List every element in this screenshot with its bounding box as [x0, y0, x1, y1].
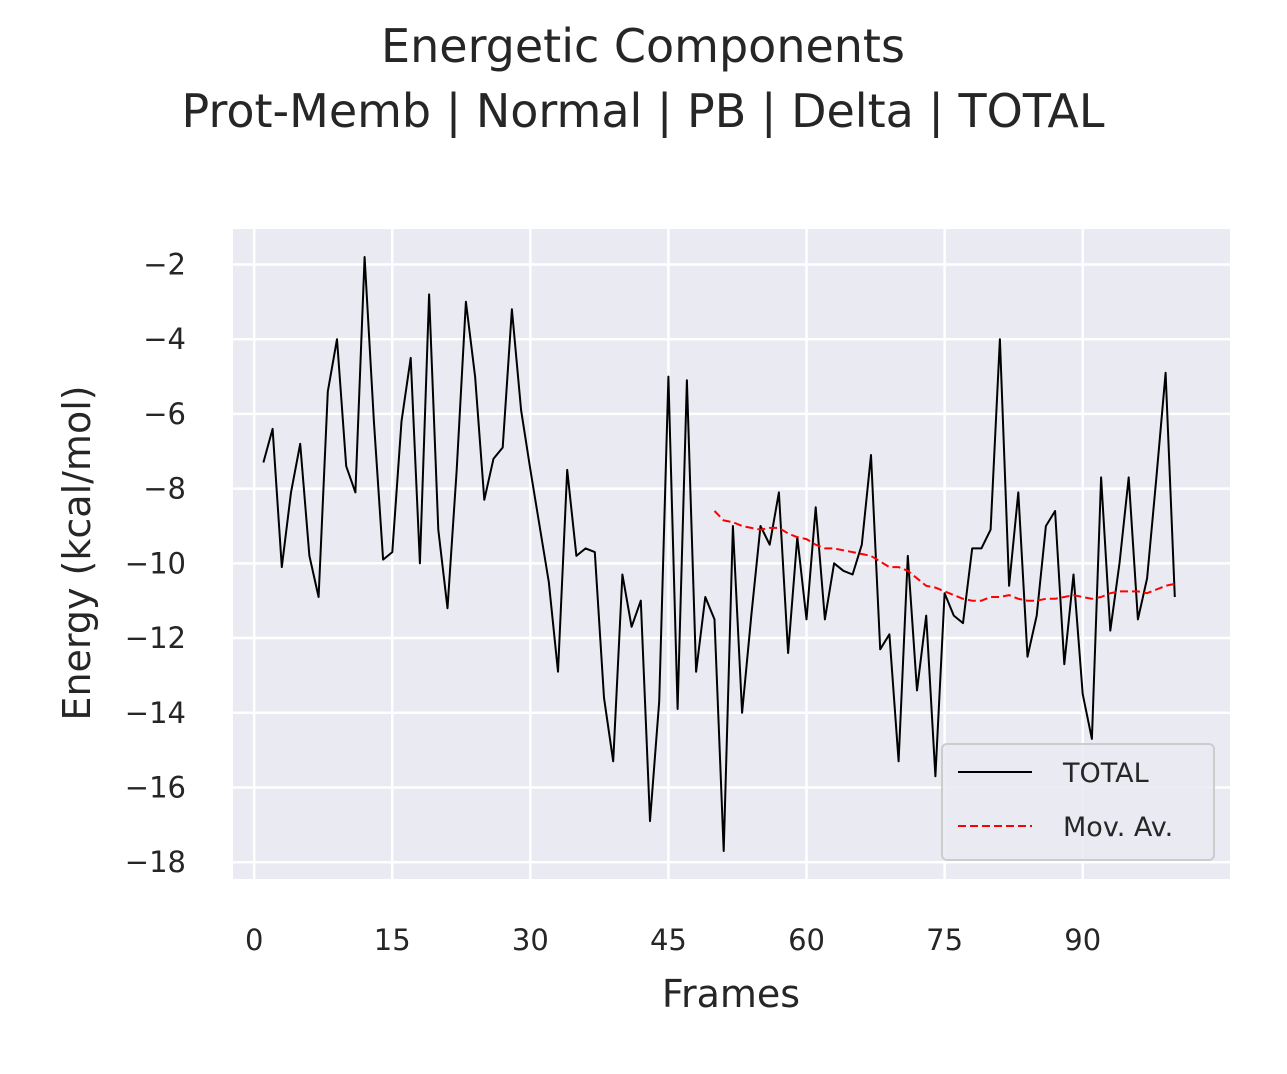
y-axis-label: Energy (kcal/mol): [55, 385, 99, 720]
x-tick-label: 90: [1064, 923, 1101, 957]
grid: [233, 229, 1230, 879]
series-line-total: [262, 256, 1176, 852]
y-tick-label: −12: [125, 621, 186, 655]
legend-label-moving-average: Mov. Av.: [1063, 812, 1173, 843]
y-tick-label: −4: [143, 322, 186, 356]
x-tick-label: 0: [245, 923, 263, 957]
x-tick-label: 45: [650, 923, 687, 957]
x-axis-label: Frames: [662, 972, 800, 1016]
y-tick-label: −6: [143, 397, 186, 431]
y-tick-label: −2: [143, 247, 186, 281]
legend: TOTAL Mov. Av.: [941, 743, 1215, 861]
x-tick-label: 60: [788, 923, 825, 957]
y-tick-label: −18: [125, 845, 186, 879]
series-lines: [262, 256, 1176, 852]
y-tick-label: −14: [125, 696, 186, 730]
y-tick-label: −10: [125, 546, 186, 580]
y-axis: −2 −4 −6 −8 −10 −12 −14 −16 −18: [125, 247, 186, 879]
x-axis: 0 15 30 45 60 75 90: [245, 923, 1101, 957]
x-tick-label: 75: [926, 923, 963, 957]
chart-subtitle: Prot-Memb | Normal | PB | Delta | TOTAL: [182, 84, 1105, 139]
y-tick-label: −8: [143, 472, 186, 506]
series-line-moving-average: [713, 510, 1176, 602]
x-tick-label: 30: [512, 923, 549, 957]
x-tick-label: 15: [374, 923, 411, 957]
chart-title: Energetic Components: [381, 19, 905, 73]
y-tick-label: −16: [125, 770, 186, 804]
legend-label-total: TOTAL: [1062, 758, 1149, 789]
